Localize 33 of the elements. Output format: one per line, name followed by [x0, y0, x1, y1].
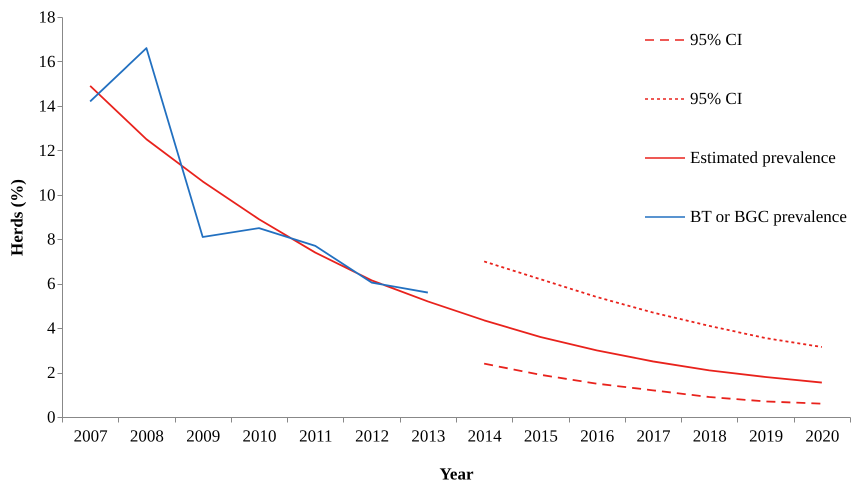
legend-label: 95% CI [690, 89, 743, 108]
x-tick-label: 2014 [468, 426, 502, 446]
y-tick-label: 8 [47, 230, 56, 249]
x-tick-label: 2020 [805, 426, 840, 446]
y-tick-label: 4 [47, 318, 56, 338]
x-axis-title: Year [440, 464, 474, 484]
x-tick-label: 2010 [242, 426, 276, 446]
y-tick-label: 10 [38, 185, 56, 204]
legend-label: BT or BGC prevalence [690, 207, 847, 226]
x-tick-label: 2011 [299, 426, 332, 446]
y-tick-label: 0 [47, 408, 56, 426]
y-tick-label: 18 [38, 8, 56, 26]
legend-label: 95% CI [690, 30, 743, 49]
x-tick-label: 2018 [692, 426, 727, 446]
y-tick-label: 6 [47, 274, 56, 294]
line-series [89, 47, 429, 294]
line-series [483, 362, 823, 405]
x-tick-label: 2008 [130, 426, 164, 446]
x-tick-label: 2015 [524, 426, 558, 446]
x-tick-label: 2012 [355, 426, 390, 446]
y-axis-title: Herds (%) [8, 179, 26, 256]
x-tick-label: 2009 [186, 426, 220, 446]
x-tick-label: 2013 [411, 426, 446, 446]
line-series [483, 260, 823, 348]
legend-label: Estimated prevalence [690, 148, 836, 167]
x-tick-label: 2019 [749, 426, 784, 446]
y-tick-label: 2 [47, 363, 56, 382]
y-tick-label: 14 [38, 96, 56, 116]
x-tick-label: 2017 [636, 426, 671, 446]
x-tick-label: 2007 [74, 426, 108, 446]
x-tick-label: 2016 [580, 426, 614, 446]
y-tick-label: 16 [38, 52, 56, 71]
y-tick-label: 12 [38, 140, 56, 160]
